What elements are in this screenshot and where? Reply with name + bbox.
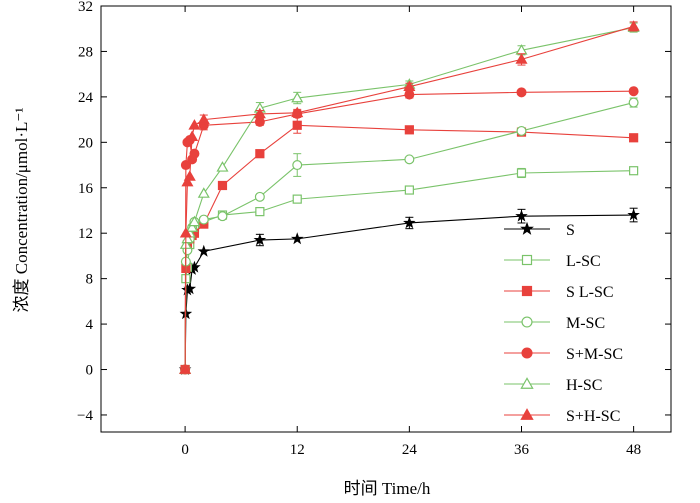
data-point — [181, 175, 194, 187]
legend-marker — [521, 316, 533, 328]
data-point — [183, 170, 196, 181]
data-point — [516, 87, 527, 98]
data-point — [197, 244, 211, 257]
legend-marker — [521, 254, 533, 266]
data-point — [627, 208, 640, 221]
y-tick-label: −4 — [77, 408, 93, 424]
data-point — [403, 216, 416, 229]
data-point — [255, 149, 265, 159]
x-axis-title: 时间 Time/h — [344, 479, 431, 498]
data-point — [292, 194, 302, 204]
data-point — [290, 232, 304, 245]
y-axis-title: 浓度 Concentration/μmol·L⁻¹ — [12, 108, 31, 313]
data-point — [404, 89, 415, 100]
data-point — [292, 120, 302, 130]
data-point — [186, 221, 199, 232]
data-point — [403, 80, 416, 92]
data-point — [186, 130, 199, 141]
data-point — [516, 168, 527, 178]
legend-label: S+M-SC — [566, 346, 623, 363]
legend: S L-SC S L-SC M-SC S+M-SC H-SC S+H-SC — [504, 221, 623, 425]
data-point — [217, 211, 228, 222]
y-tick-label: 0 — [86, 363, 94, 379]
y-tick-label: 32 — [78, 0, 93, 15]
legend-marker — [521, 285, 533, 297]
x-axis: 0 12 24 36 48 — [181, 6, 641, 458]
data-point — [179, 363, 192, 374]
series-s-h-sc — [179, 20, 640, 374]
data-point — [188, 215, 201, 227]
x-tick-label: 0 — [181, 442, 189, 458]
data-point — [255, 207, 265, 217]
legend-label: H-SC — [566, 377, 602, 394]
data-point — [254, 191, 265, 202]
legend-item: S L-SC — [504, 284, 614, 301]
y-tick-label: 8 — [86, 272, 94, 288]
y-tick-label: 16 — [78, 181, 94, 197]
data-point — [197, 113, 210, 124]
legend-label: S — [566, 222, 575, 239]
data-point — [404, 125, 414, 135]
data-point — [181, 232, 194, 244]
y-tick-label: 28 — [78, 44, 93, 60]
series-l-sc — [180, 166, 639, 375]
data-point — [254, 116, 265, 127]
data-point — [515, 209, 528, 222]
legend-item: S+H-SC — [504, 408, 620, 425]
data-point — [197, 187, 210, 198]
plot-area — [100, 5, 672, 433]
data-point — [253, 233, 267, 246]
data-point — [217, 180, 228, 191]
data-point — [404, 185, 414, 195]
data-point — [198, 214, 209, 225]
data-point — [628, 97, 639, 108]
x-tick-label: 48 — [626, 442, 641, 458]
legend-label: L-SC — [566, 253, 601, 270]
data-point — [627, 20, 640, 31]
x-tick-label: 36 — [514, 442, 530, 458]
legend-marker — [520, 408, 534, 420]
legend-label: M-SC — [566, 315, 605, 332]
legend-marker — [521, 347, 533, 359]
data-point — [629, 166, 639, 176]
x-tick-label: 12 — [290, 442, 305, 458]
legend-item: M-SC — [504, 315, 605, 332]
data-point — [216, 161, 229, 172]
y-tick-label: 12 — [78, 226, 93, 242]
plot-frame — [100, 5, 672, 433]
legend-item: L-SC — [504, 253, 601, 270]
data-point — [629, 133, 639, 143]
legend-marker — [520, 377, 534, 389]
legend-label: S+H-SC — [566, 408, 620, 425]
data-point — [291, 106, 304, 118]
data-point — [291, 91, 304, 103]
data-point — [404, 154, 415, 165]
data-point — [628, 86, 639, 97]
y-tick-label: 4 — [86, 317, 94, 333]
legend-item: S — [504, 221, 575, 239]
legend-label: S L-SC — [566, 284, 614, 301]
y-tick-label: 24 — [78, 90, 94, 106]
data-point — [188, 119, 201, 130]
data-point — [292, 160, 303, 171]
data-point — [189, 148, 200, 159]
data-point — [516, 125, 527, 136]
y-tick-label: 20 — [78, 135, 93, 151]
legend-marker — [520, 221, 534, 235]
x-tick-label: 24 — [402, 442, 418, 458]
data-point — [179, 226, 192, 238]
series-line — [184, 214, 634, 370]
data-point — [515, 53, 528, 64]
legend-item: H-SC — [504, 377, 602, 394]
data-point — [253, 107, 266, 119]
legend-item: S+M-SC — [504, 346, 623, 363]
y-axis: −4 0 4 8 12 16 20 24 28 32 — [77, 0, 671, 424]
series-layer — [178, 20, 640, 375]
